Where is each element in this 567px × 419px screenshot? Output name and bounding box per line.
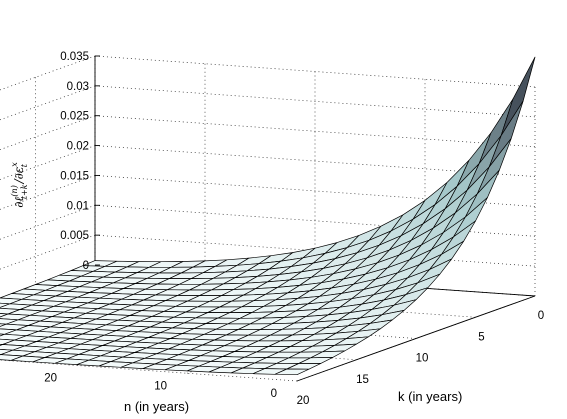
n-tick-label: 0 [271,388,277,400]
z-tick-label: 0.01 [67,200,89,212]
z-tick-label: 0.005 [60,230,89,242]
surface-patch [274,368,310,376]
z-tick-label: 0 [83,260,89,272]
z-tick-label: 0.02 [67,141,89,153]
k-axis-line [296,295,536,382]
grid-line [94,204,536,237]
k-tick-label: 10 [416,353,429,365]
z-axis-label: ∂ℓ(n)t+k/∂εxt [10,162,29,208]
svg-text:∂ℓ(n)t+k/∂εxt: ∂ℓ(n)t+k/∂εxt [10,162,29,208]
surface-patch [500,56,536,137]
n-tick-label: 20 [44,373,57,385]
k-tick-label: 20 [297,395,310,407]
k-tick-label: 0 [538,310,544,322]
x-axis-label: k (in years) [398,389,462,404]
grid-line [94,175,536,207]
k-tick-label: 15 [356,374,369,386]
grid-line [94,55,536,88]
surface-mesh [0,56,536,376]
grid-line [94,145,536,177]
grid-line [0,55,96,91]
grid-line [94,115,536,148]
grid-line [94,85,536,118]
z-tick-label: 0.025 [60,111,89,123]
z-tick-label: 0.035 [60,51,89,63]
y-axis-label: n (in years) [124,399,189,414]
n-tick-label: 10 [154,380,167,392]
z-tick-label: 0.03 [67,81,89,93]
grid-line [0,85,96,121]
z-tick-label: 0.015 [60,170,89,182]
k-tick-label: 5 [478,331,484,343]
tick-labels: 00.0050.010.0150.020.0250.030.0350102030… [44,51,544,407]
